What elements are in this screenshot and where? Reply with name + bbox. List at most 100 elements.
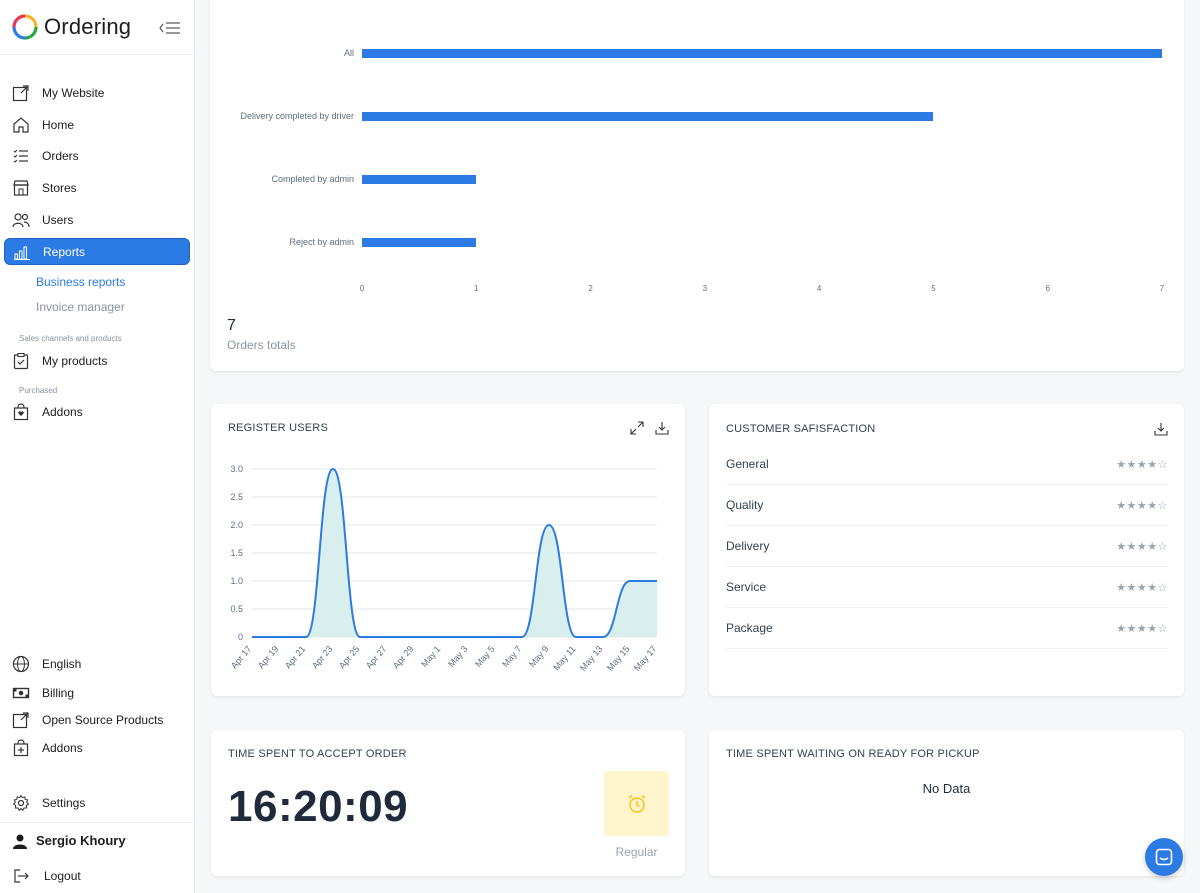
sidebar-item-label: Addons <box>42 404 83 419</box>
satisfaction-label: Delivery <box>726 539 770 553</box>
y-tick-label: 1.0 <box>230 576 243 586</box>
y-tick-label: 1.5 <box>230 548 243 558</box>
sidebar-item-my-products[interactable]: My products <box>4 347 190 374</box>
bag-plus-icon <box>12 738 30 757</box>
sidebar-item-open-source[interactable]: Open Source Products <box>4 706 190 733</box>
y-tick-label: 0 <box>238 632 243 642</box>
bar-chart-icon <box>13 243 31 261</box>
satisfaction-label: General <box>726 457 769 471</box>
sidebar-item-label: My products <box>42 353 108 368</box>
sidebar-subitem-business-reports[interactable]: Business reports <box>36 275 126 289</box>
y-tick-label: 2.5 <box>230 492 243 502</box>
orders-total-label: Orders totals <box>227 338 296 352</box>
sidebar-item-home[interactable]: Home <box>4 111 190 138</box>
chat-support-button[interactable] <box>1145 838 1183 876</box>
bar-label: Reject by admin <box>289 237 354 247</box>
y-tick-label: 3.0 <box>230 464 243 474</box>
sidebar-item-billing[interactable]: Billing <box>4 679 190 706</box>
satisfaction-row-quality: Quality ★★★★☆ <box>726 485 1168 526</box>
sidebar-item-users[interactable]: Users <box>4 206 190 233</box>
bar-label: Completed by admin <box>271 174 354 184</box>
bar <box>362 49 1162 58</box>
section-label-sales: Sales channels and products <box>19 334 122 343</box>
sidebar: Ordering My Website Home Orders Stores <box>0 0 195 893</box>
star-rating: ★★★★☆ <box>1116 499 1168 512</box>
star-rating: ★★★★☆ <box>1116 622 1168 635</box>
list-icon <box>12 147 30 165</box>
sidebar-item-label: Addons <box>42 740 83 755</box>
satisfaction-row-general: General ★★★★☆ <box>726 444 1168 485</box>
bar <box>362 175 477 184</box>
cash-icon <box>12 684 30 702</box>
external-link-icon <box>12 84 30 102</box>
area-fill <box>252 469 657 637</box>
sidebar-item-settings[interactable]: Settings <box>4 789 190 816</box>
satisfaction-row-package: Package ★★★★☆ <box>726 608 1168 649</box>
expand-icon <box>630 421 644 435</box>
x-tick-label: Apr 19 <box>256 644 281 671</box>
logo[interactable]: Ordering <box>0 0 194 55</box>
sidebar-item-language[interactable]: English <box>4 650 190 677</box>
user-profile[interactable]: Sergio Khoury <box>0 822 194 858</box>
bar <box>362 238 477 247</box>
sidebar-item-orders[interactable]: Orders <box>4 142 190 169</box>
customer-satisfaction-card: CUSTOMER SAFISFACTION General ★★★★☆ Qual… <box>709 404 1184 696</box>
gear-icon <box>12 794 30 812</box>
menu-collapse-icon <box>159 22 180 34</box>
sidebar-item-reports[interactable]: Reports <box>4 238 190 265</box>
collapse-sidebar-button[interactable] <box>158 18 182 38</box>
star-rating: ★★★★☆ <box>1116 540 1168 553</box>
x-tick-label: Apr 17 <box>229 644 254 671</box>
x-tick-label: May 9 <box>527 644 550 669</box>
x-tick-label: Apr 21 <box>283 644 308 671</box>
download-icon <box>1154 423 1168 436</box>
x-tick-label: May 7 <box>500 644 523 669</box>
logout-button[interactable]: Logout <box>4 862 190 889</box>
globe-icon <box>12 655 30 673</box>
register-users-title: REGISTER USERS <box>228 422 328 434</box>
sidebar-item-label: Logout <box>44 868 81 883</box>
sidebar-item-label: Billing <box>42 685 75 700</box>
x-tick-label: Apr 29 <box>391 644 416 671</box>
x-tick-label: Apr 25 <box>337 644 362 671</box>
sidebar-item-my-website[interactable]: My Website <box>4 79 190 106</box>
download-button[interactable] <box>654 420 670 436</box>
sidebar-item-label: Settings <box>42 795 86 810</box>
sidebar-item-stores[interactable]: Stores <box>4 174 190 201</box>
x-tick-label: 4 <box>816 284 822 293</box>
satisfaction-label: Quality <box>726 498 764 512</box>
x-tick-label: May 5 <box>473 644 496 669</box>
x-tick-label: May 3 <box>446 644 469 669</box>
x-tick-label: May 17 <box>632 644 659 673</box>
alarm-clock-icon <box>628 794 645 813</box>
accept-order-title: TIME SPENT TO ACCEPT ORDER <box>228 748 407 760</box>
sidebar-item-addons[interactable]: Addons <box>4 734 190 761</box>
ordering-logo-icon <box>12 14 38 40</box>
sidebar-item-label: Users <box>42 212 74 227</box>
sidebar-item-addons-purchased[interactable]: Addons <box>4 398 190 425</box>
sidebar-item-label: Open Source Products <box>42 712 164 727</box>
star-rating: ★★★★☆ <box>1116 581 1168 594</box>
x-tick-label: 3 <box>702 284 708 293</box>
sidebar-item-label: Reports <box>43 244 86 259</box>
section-label-purchased: Purchased <box>19 386 58 395</box>
app-title: Ordering <box>44 14 132 39</box>
x-tick-label: May 1 <box>419 644 442 669</box>
orders-total-value: 7 <box>227 317 236 334</box>
sidebar-subitem-invoice-manager[interactable]: Invoice manager <box>36 300 125 314</box>
accept-order-time-card: TIME SPENT TO ACCEPT ORDER 16:20:09 Regu… <box>211 730 685 876</box>
register-users-card: REGISTER USERS 3.0 2.5 2.0 1.5 1.0 0.5 0 Apr 17… <box>211 404 685 696</box>
download-button[interactable] <box>1153 421 1169 437</box>
expand-button[interactable] <box>629 420 645 436</box>
user-icon <box>13 834 27 849</box>
user-name: Sergio Khoury <box>36 833 126 848</box>
shop-icon <box>12 179 30 197</box>
download-icon <box>655 422 669 435</box>
sidebar-item-label: Home <box>42 117 75 132</box>
clock-badge <box>604 771 669 836</box>
series-line <box>252 467 657 638</box>
star-rating: ★★★★☆ <box>1116 458 1168 471</box>
no-data-message: No Data <box>922 781 971 796</box>
sidebar-item-label: My Website <box>42 85 105 100</box>
